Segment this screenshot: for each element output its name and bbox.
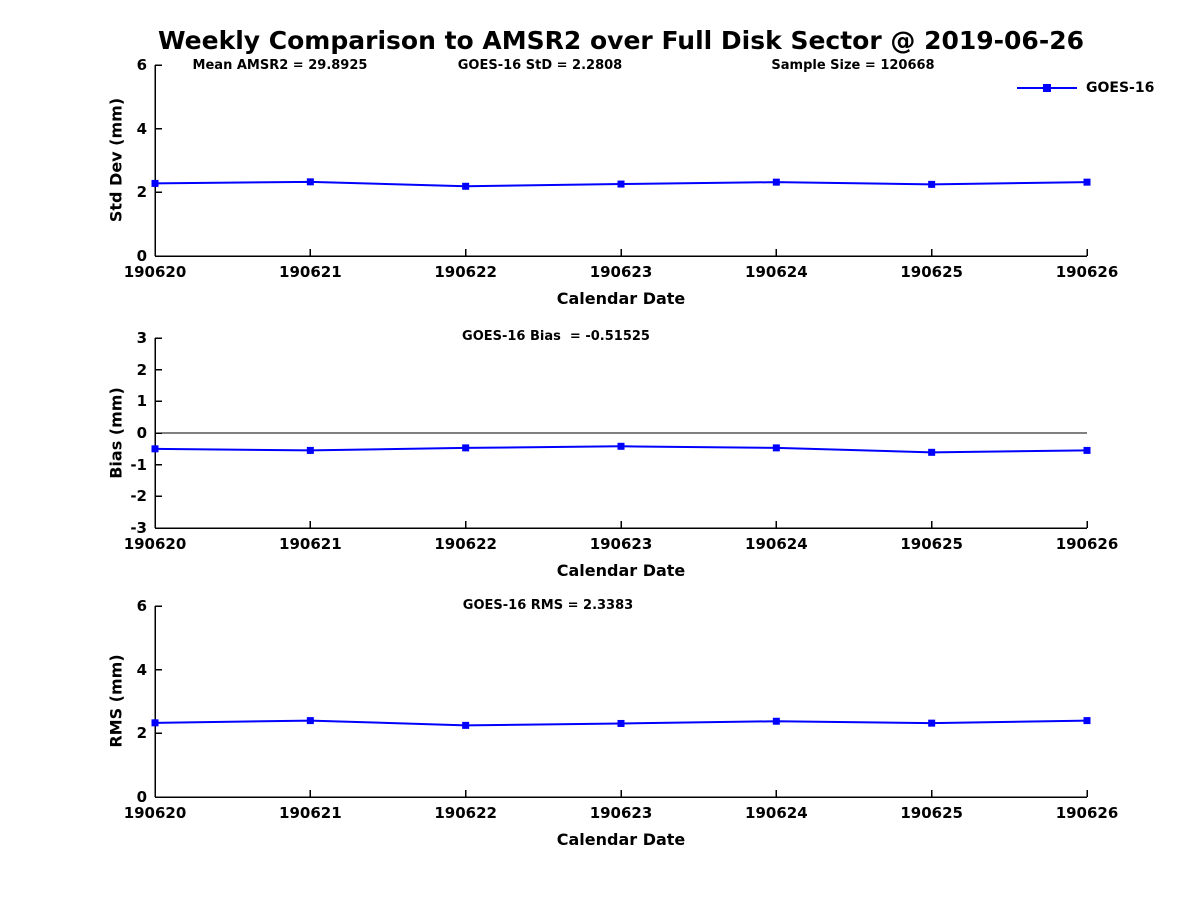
data-point: [306, 446, 314, 454]
data-point: [1083, 178, 1091, 186]
annotation-mean-amsr2: Mean AMSR2 = 29.8925: [192, 58, 368, 73]
data-point: [306, 178, 314, 186]
data-point: [772, 444, 780, 452]
y-tick-label: -3: [130, 519, 147, 537]
bias-x-axis-label: Calendar Date: [556, 561, 686, 580]
legend-square-marker-icon: [1043, 84, 1051, 92]
data-point: [462, 721, 470, 729]
data-point: [151, 445, 159, 453]
data-point: [151, 719, 159, 727]
data-point: [928, 448, 936, 456]
x-tick-label: 190622: [434, 535, 497, 553]
x-tick-label: 190623: [589, 263, 653, 281]
x-tick-label: 190624: [745, 263, 808, 281]
y-tick-label: 1: [136, 392, 147, 411]
x-tick-label: 190621: [279, 804, 342, 822]
x-tick-label: 190626: [1055, 263, 1119, 281]
x-tick-label: 190623: [589, 535, 653, 553]
y-tick-label: 2: [136, 724, 147, 743]
x-tick-label: 190621: [279, 535, 342, 553]
y-tick-label: 0: [136, 247, 147, 265]
y-tick-label: 2: [136, 183, 147, 202]
data-point: [928, 180, 936, 188]
stddev-x-axis-label: Calendar Date: [556, 289, 686, 308]
x-tick-label: 190625: [900, 263, 963, 281]
x-tick-label: 190622: [434, 263, 497, 281]
y-tick-label: 6: [136, 56, 147, 74]
data-point: [462, 182, 470, 190]
y-tick-label: 3: [136, 329, 147, 347]
data-point: [617, 719, 625, 727]
x-tick-label: 190624: [745, 804, 808, 822]
data-point: [1083, 717, 1091, 725]
data-point: [772, 717, 780, 725]
x-tick-label: 190626: [1055, 535, 1119, 553]
y-tick-label: 6: [136, 597, 147, 615]
legend-line-sample: [1017, 84, 1077, 92]
y-tick-label: -2: [130, 487, 147, 506]
figure-title: Weekly Comparison to AMSR2 over Full Dis…: [157, 26, 1084, 55]
y-tick-label: 2: [136, 360, 147, 379]
y-tick-label: 0: [136, 788, 147, 806]
x-tick-label: 190620: [123, 535, 187, 553]
data-point: [617, 180, 625, 188]
legend-label: GOES-16: [1086, 80, 1155, 96]
y-tick-label: 4: [136, 660, 147, 679]
y-tick-label: 4: [136, 119, 147, 138]
data-point: [928, 719, 936, 727]
data-point: [617, 442, 625, 450]
bias-subplot-title: GOES-16 Bias = -0.51525: [462, 329, 650, 344]
legend: GOES-16: [1017, 79, 1154, 97]
x-tick-label: 190622: [434, 804, 497, 822]
data-point: [462, 444, 470, 452]
data-point: [306, 717, 314, 725]
x-tick-label: 190623: [589, 804, 653, 822]
data-point: [1083, 446, 1091, 454]
x-tick-label: 190624: [745, 535, 808, 553]
x-tick-label: 190620: [123, 804, 187, 822]
y-tick-label: -1: [130, 455, 147, 474]
stddev-y-axis-label: Std Dev (mm): [106, 97, 126, 223]
x-tick-label: 190625: [900, 535, 963, 553]
rms-x-axis-label: Calendar Date: [556, 830, 686, 849]
data-point: [151, 179, 159, 187]
x-tick-label: 190625: [900, 804, 963, 822]
x-tick-label: 190626: [1055, 804, 1119, 822]
x-tick-label: 190620: [123, 263, 187, 281]
annotation-goes16-std: GOES-16 StD = 2.2808: [457, 58, 623, 73]
x-tick-label: 190621: [279, 263, 342, 281]
rms-subplot-title: GOES-16 RMS = 2.3383: [462, 598, 634, 613]
data-point: [772, 178, 780, 186]
y-tick-label: 0: [136, 424, 147, 442]
annotation-sample-size: Sample Size = 120668: [771, 58, 935, 73]
